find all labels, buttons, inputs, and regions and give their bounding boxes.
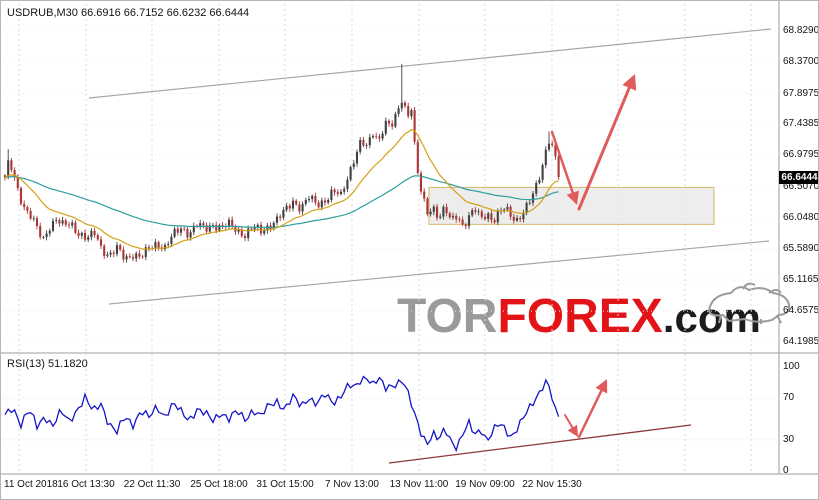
watermark: TORFOREX.com — [397, 289, 761, 344]
time-axis-label: 22 Nov 15:30 — [522, 479, 582, 490]
price-axis-label: 66.9795 — [783, 149, 819, 161]
price-axis-label: 64.1985 — [783, 336, 819, 347]
time-axis-label: 7 Nov 13:00 — [325, 479, 379, 490]
price-axis-label: 65.1165 — [783, 274, 819, 286]
time-axis-label: 25 Oct 18:00 — [190, 479, 248, 490]
rsi-axis-label: 30 — [783, 433, 795, 445]
watermark-tor: TOR — [397, 290, 498, 343]
rsi-axis-label: 70 — [783, 392, 795, 404]
time-axis-label: 22 Oct 11:30 — [123, 479, 181, 490]
price-axis-label: 65.5890 — [783, 242, 819, 254]
price-axis-label: 68.3700 — [783, 55, 819, 67]
price-axis-label: 64.6575 — [783, 305, 819, 317]
price-axis-label: 66.5070 — [783, 180, 819, 192]
watermark-forex: FOREX — [497, 290, 663, 343]
price-axis-label: 67.8975 — [783, 87, 819, 99]
current-price-badge: 66.6444 — [779, 170, 818, 184]
bull-logo-icon — [707, 282, 791, 324]
time-axis-label: 11 Oct 2018 — [4, 479, 58, 490]
price-axis-label: 67.4385 — [783, 118, 819, 130]
time-axis-label: 13 Nov 11:00 — [389, 479, 449, 490]
price-axis-label: 66.0480 — [783, 211, 819, 223]
time-axis-label: 31 Oct 15:00 — [256, 479, 314, 490]
price-axis-label: 68.8290 — [783, 25, 819, 36]
rsi-axis-label: 0 — [783, 465, 789, 476]
time-axis-label: 16 Oct 13:30 — [57, 479, 115, 490]
rsi-indicator-label: RSI(13) 51.1820 — [7, 358, 88, 370]
symbol-title: USDRUB,M30 66.6916 66.7152 66.6232 66.64… — [7, 7, 250, 19]
time-axis-label: 19 Nov 09:00 — [455, 479, 515, 490]
rsi-axis-label: 100 — [783, 361, 800, 372]
